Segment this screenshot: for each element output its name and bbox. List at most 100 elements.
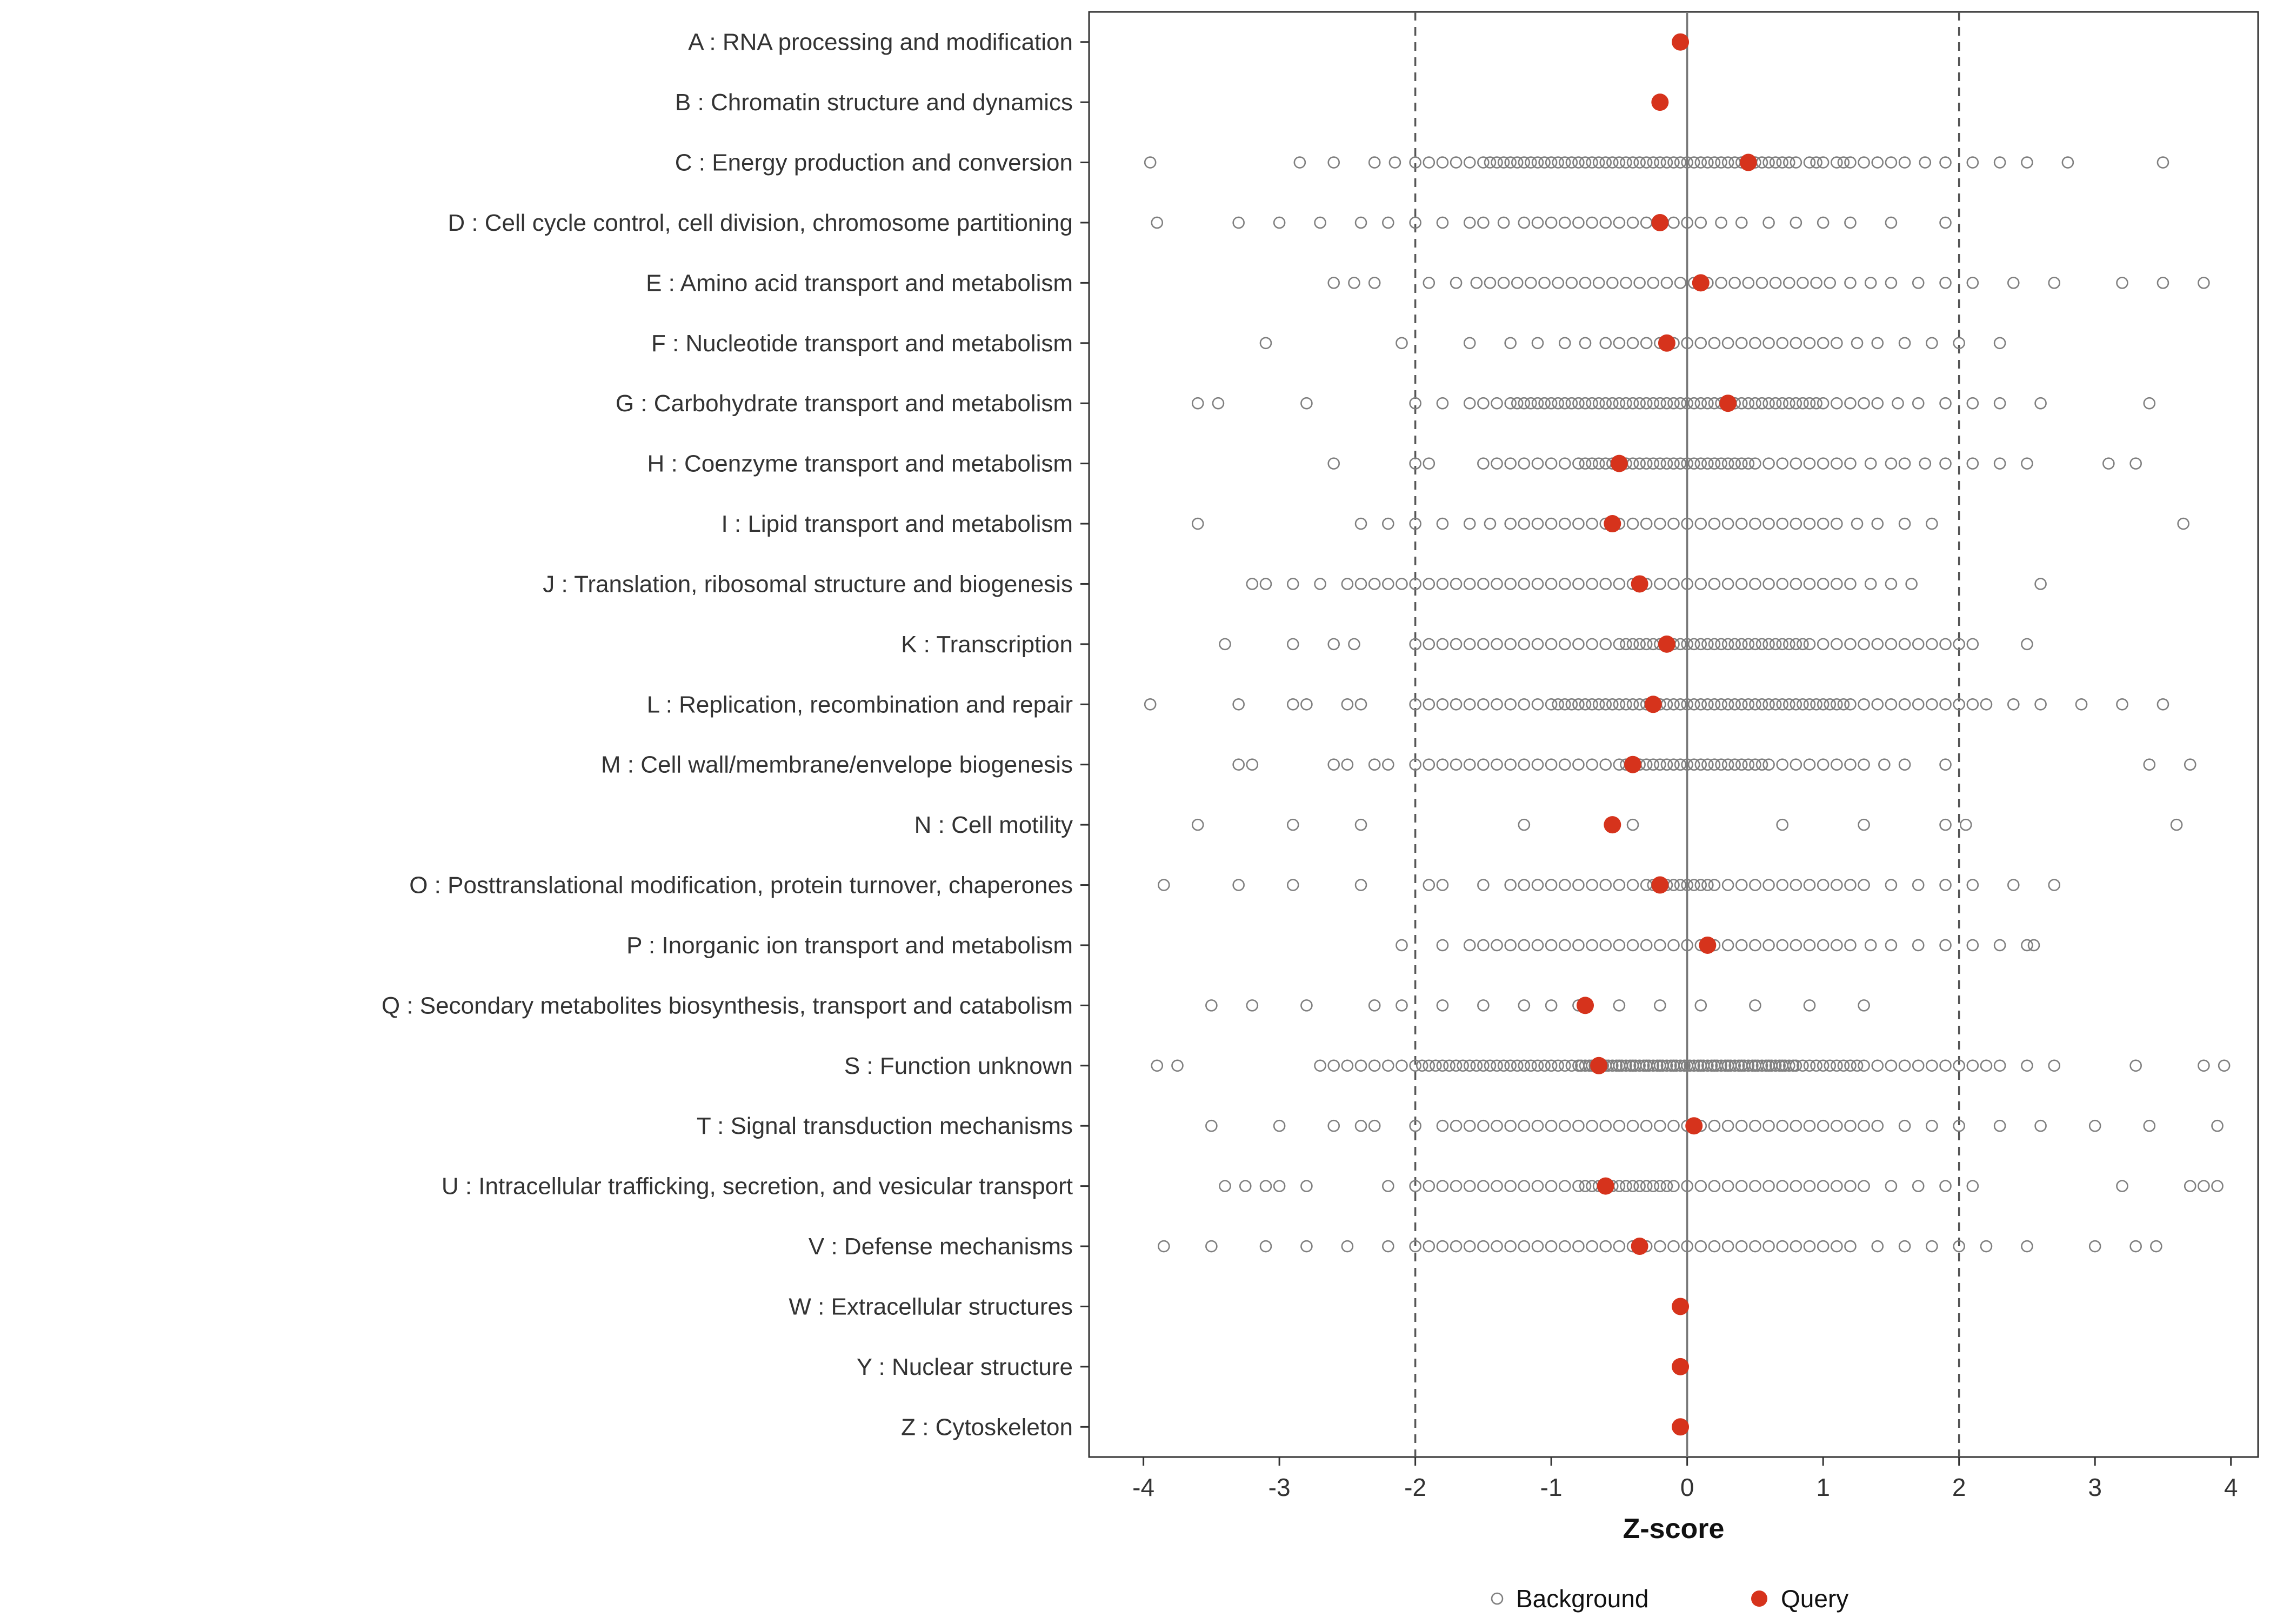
- background-point: [1715, 457, 1727, 470]
- background-point: [1259, 1180, 1272, 1192]
- background-point: [1463, 939, 1476, 952]
- background-point: [1579, 337, 1592, 350]
- background-point: [1654, 1180, 1666, 1192]
- background-point: [1538, 397, 1551, 410]
- background-point: [1885, 578, 1898, 590]
- background-point: [2034, 578, 2047, 590]
- background-point: [1572, 1180, 1585, 1192]
- background-point: [1939, 758, 1952, 771]
- background-point: [1504, 517, 1517, 530]
- background-point: [1817, 517, 1830, 530]
- background-point: [1790, 638, 1802, 651]
- background-point: [1545, 156, 1558, 169]
- query-point: [1658, 635, 1675, 653]
- background-point: [1831, 457, 1843, 470]
- background-point: [1633, 457, 1646, 470]
- background-point: [1491, 1119, 1503, 1132]
- background-point: [1667, 457, 1680, 470]
- background-point: [1457, 1059, 1469, 1072]
- background-point: [1470, 1059, 1483, 1072]
- background-point: [1817, 1119, 1830, 1132]
- background-point: [1586, 216, 1598, 229]
- background-point: [1613, 939, 1626, 952]
- background-point: [1640, 397, 1653, 410]
- background-point: [1606, 397, 1619, 410]
- legend-query-marker: [1751, 1590, 1767, 1607]
- background-point: [1620, 1180, 1632, 1192]
- background-point: [1831, 638, 1843, 651]
- background-point: [1341, 1240, 1354, 1253]
- background-point: [1803, 879, 1816, 891]
- background-point: [1531, 638, 1544, 651]
- background-point: [1436, 999, 1449, 1012]
- background-point: [1654, 578, 1666, 590]
- background-point: [1735, 879, 1748, 891]
- background-point: [1525, 156, 1537, 169]
- background-point: [1844, 1180, 1857, 1192]
- background-point: [1477, 1119, 1490, 1132]
- background-point: [2143, 1119, 2156, 1132]
- background-point: [1790, 578, 1802, 590]
- background-point: [1409, 1119, 1421, 1132]
- background-point: [1640, 156, 1653, 169]
- background-point: [1477, 758, 1490, 771]
- background-point: [2218, 1059, 2231, 1072]
- background-point: [1586, 758, 1598, 771]
- background-point: [1436, 1240, 1449, 1253]
- background-point: [1803, 999, 1816, 1012]
- background-point: [1864, 277, 1877, 289]
- background-point: [1423, 698, 1436, 711]
- background-point: [1599, 638, 1612, 651]
- background-point: [1674, 156, 1687, 169]
- background-point: [1620, 1059, 1632, 1072]
- background-point: [2021, 939, 2033, 952]
- background-point: [1776, 698, 1789, 711]
- background-point: [1871, 517, 1884, 530]
- background-point: [1674, 457, 1687, 470]
- background-point: [1314, 1059, 1326, 1072]
- background-point: [1409, 698, 1421, 711]
- background-point: [1538, 277, 1551, 289]
- background-point: [1803, 517, 1816, 530]
- background-point: [1572, 939, 1585, 952]
- background-point: [1436, 879, 1449, 891]
- background-point: [1687, 1059, 1700, 1072]
- background-point: [1769, 638, 1782, 651]
- background-point: [1491, 397, 1503, 410]
- background-point: [2034, 698, 2047, 711]
- background-point: [1660, 277, 1673, 289]
- background-point: [1837, 1059, 1850, 1072]
- background-point: [1518, 939, 1531, 952]
- background-point: [1762, 578, 1775, 590]
- background-point: [1708, 698, 1721, 711]
- background-point: [1790, 397, 1802, 410]
- background-point: [1735, 939, 1748, 952]
- background-point: [1511, 277, 1524, 289]
- background-point: [1749, 337, 1761, 350]
- background-point: [1762, 939, 1775, 952]
- background-point: [1993, 457, 2006, 470]
- background-point: [1511, 397, 1524, 410]
- background-point: [1647, 1059, 1660, 1072]
- background-point: [1831, 1059, 1843, 1072]
- background-point: [1327, 638, 1340, 651]
- background-point: [1687, 698, 1700, 711]
- background-point: [1572, 517, 1585, 530]
- category-label: M : Cell wall/membrane/envelope biogenes…: [601, 752, 1073, 778]
- background-point: [1681, 397, 1693, 410]
- background-point: [1246, 758, 1259, 771]
- background-point: [1558, 156, 1571, 169]
- background-point: [1450, 1059, 1463, 1072]
- query-point: [1604, 515, 1621, 533]
- background-point: [1844, 939, 1857, 952]
- background-point: [1586, 879, 1598, 891]
- background-point: [1354, 698, 1367, 711]
- query-point: [1658, 334, 1675, 352]
- background-point: [1586, 578, 1598, 590]
- background-point: [2129, 1240, 2142, 1253]
- background-point: [2211, 1180, 2224, 1192]
- background-point: [1545, 216, 1558, 229]
- background-point: [1647, 156, 1660, 169]
- background-point: [1674, 1059, 1687, 1072]
